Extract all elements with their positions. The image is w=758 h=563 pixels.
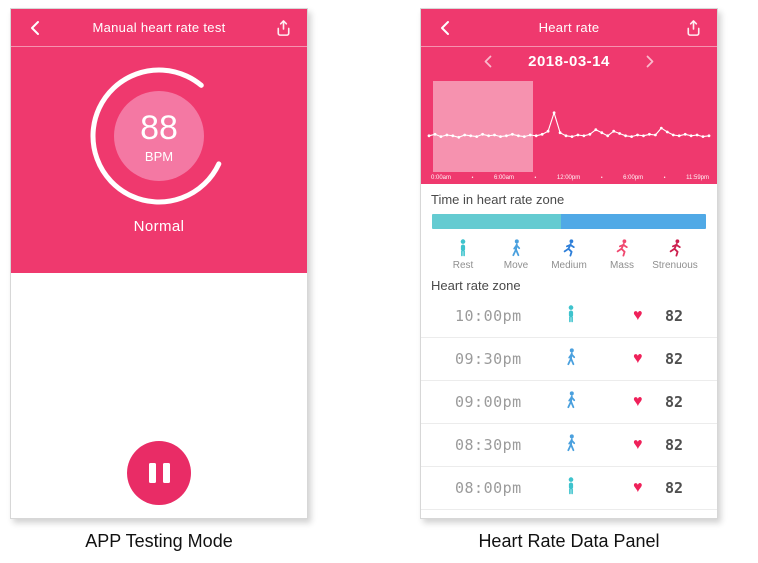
row-time: 10:00pm	[455, 307, 522, 325]
heart-rate-day-chart[interactable]: 0:00am • 6:00am • 12:00pm • 6:00pm • 11:59pm	[421, 76, 717, 184]
left-header-title: Manual heart rate test	[92, 20, 226, 35]
running-person-icon	[562, 239, 576, 257]
zone-medium: Medium	[543, 239, 595, 271]
left-header: Manual heart rate test	[11, 9, 307, 47]
walking-person-icon	[565, 391, 577, 414]
axis-tick-dot: •	[534, 175, 537, 181]
row-time: 09:00pm	[455, 393, 522, 411]
left-caption: APP Testing Mode	[85, 531, 233, 551]
standing-person-icon	[457, 239, 469, 257]
standing-person-icon	[565, 477, 577, 500]
heart-rate-display-panel: 88 BPM Normal	[11, 47, 307, 273]
heart-icon: ♥	[633, 479, 643, 496]
gauge-arc	[90, 67, 228, 205]
row-bpm-value: 82	[665, 307, 684, 325]
row-bpm-value: 82	[665, 436, 684, 454]
x-axis-label: 6:00am	[493, 175, 514, 181]
axis-tick-dot: •	[600, 175, 603, 181]
walking-person-icon	[510, 239, 522, 257]
pause-button[interactable]	[127, 441, 191, 505]
zone-summary-section: Time in heart rate zone Rest Move Medium Ma…	[421, 184, 717, 293]
walking-person-icon	[565, 434, 577, 457]
row-bpm-value: 82	[665, 479, 684, 497]
right-caption: Heart Rate Data Panel	[478, 531, 660, 551]
back-chevron-icon	[31, 20, 39, 35]
row-bpm-value: 82	[665, 350, 684, 368]
row-bpm-value: 82	[665, 393, 684, 411]
walking-person-icon	[565, 348, 577, 371]
app-testing-screen: Manual heart rate test 88 BPM Normal	[10, 8, 308, 519]
zone-label: Rest	[452, 260, 474, 271]
heart-rate-row[interactable]: 09:30pm ♥ 82	[421, 338, 717, 381]
chevron-right-icon	[646, 55, 654, 68]
time-in-zone-title: Time in heart rate zone	[431, 192, 565, 207]
zone-label: Move	[503, 260, 529, 271]
zone-label: Mass	[610, 260, 634, 271]
heart-rate-row[interactable]: 08:00pm ♥ 82	[421, 467, 717, 510]
heart-rate-row[interactable]: 08:30pm ♥ 82	[421, 424, 717, 467]
gauge-inner-circle	[114, 91, 204, 181]
deep-zone-bar-segment	[560, 214, 706, 229]
axis-tick-dot: •	[471, 175, 474, 181]
heart-rate-row[interactable]: 09:00pm ♥ 82	[421, 381, 717, 424]
zone-strenuous: Strenuous	[649, 239, 701, 271]
date-navigator: 2018-03-14	[421, 47, 717, 76]
pause-icon	[162, 463, 170, 483]
row-time: 09:30pm	[455, 350, 522, 368]
x-axis-label: 0:00am	[431, 175, 452, 181]
chart-x-axis-labels: 0:00am • 6:00am • 12:00pm • 6:00pm • 11:59pm	[431, 175, 709, 182]
heart-rate-row[interactable]: 10:00pm ♥ 82	[421, 295, 717, 338]
row-time: 08:30pm	[455, 436, 522, 454]
zone-rest: Rest	[437, 239, 489, 271]
zone-mass: Mass	[596, 239, 648, 271]
x-axis-label: 12:00pm	[556, 175, 581, 181]
bpm-gauge: 88 BPM	[90, 67, 228, 205]
time-in-zone-bar	[432, 214, 706, 229]
running-person-icon	[668, 239, 682, 257]
x-axis-label: 6:00pm	[623, 175, 644, 181]
standing-person-icon	[565, 305, 577, 328]
next-date-button[interactable]	[638, 50, 662, 74]
back-button[interactable]	[433, 16, 457, 40]
zone-move: Move	[490, 239, 542, 271]
heart-icon: ♥	[633, 350, 643, 367]
prev-date-button[interactable]	[476, 50, 500, 74]
chevron-left-icon	[484, 55, 492, 68]
date-label: 2018-03-14	[528, 53, 610, 70]
share-upload-icon	[686, 19, 700, 36]
heart-rate-data-screen: Heart rate 2018-03-14	[420, 8, 718, 519]
status-label: Normal	[133, 218, 185, 235]
pause-icon	[148, 463, 156, 483]
running-person-icon	[615, 239, 629, 257]
heart-rate-zone-title: Heart rate zone	[431, 278, 521, 293]
heart-rate-line-plot	[427, 110, 711, 139]
heart-icon: ♥	[633, 393, 643, 410]
heart-rate-list: 10:00pm ♥ 82 09:30pm ♥ 82 09:00pm ♥ 82 08:30pm ♥ 82…	[421, 295, 717, 510]
right-header-title: Heart rate	[538, 20, 600, 35]
share-button[interactable]	[681, 16, 705, 40]
bpm-unit: BPM	[145, 149, 173, 164]
share-button[interactable]	[271, 16, 295, 40]
zone-label: Medium	[551, 260, 587, 271]
zone-label: Strenuous	[652, 260, 698, 271]
axis-tick-dot: •	[663, 175, 666, 181]
chart-selection-highlight	[433, 81, 533, 172]
share-upload-icon	[276, 19, 290, 36]
heart-icon: ♥	[633, 307, 643, 324]
heart-icon: ♥	[633, 436, 643, 453]
light-zone-bar-segment	[432, 214, 561, 229]
zone-legend: Rest Move Medium Mass Strenuous	[431, 239, 707, 271]
bpm-value: 88	[140, 109, 178, 147]
back-chevron-icon	[441, 20, 449, 35]
x-axis-label: 11:59pm	[686, 175, 709, 181]
back-button[interactable]	[23, 16, 47, 40]
row-time: 08:00pm	[455, 479, 522, 497]
left-lower-panel	[11, 273, 307, 518]
right-header: Heart rate	[421, 9, 717, 47]
